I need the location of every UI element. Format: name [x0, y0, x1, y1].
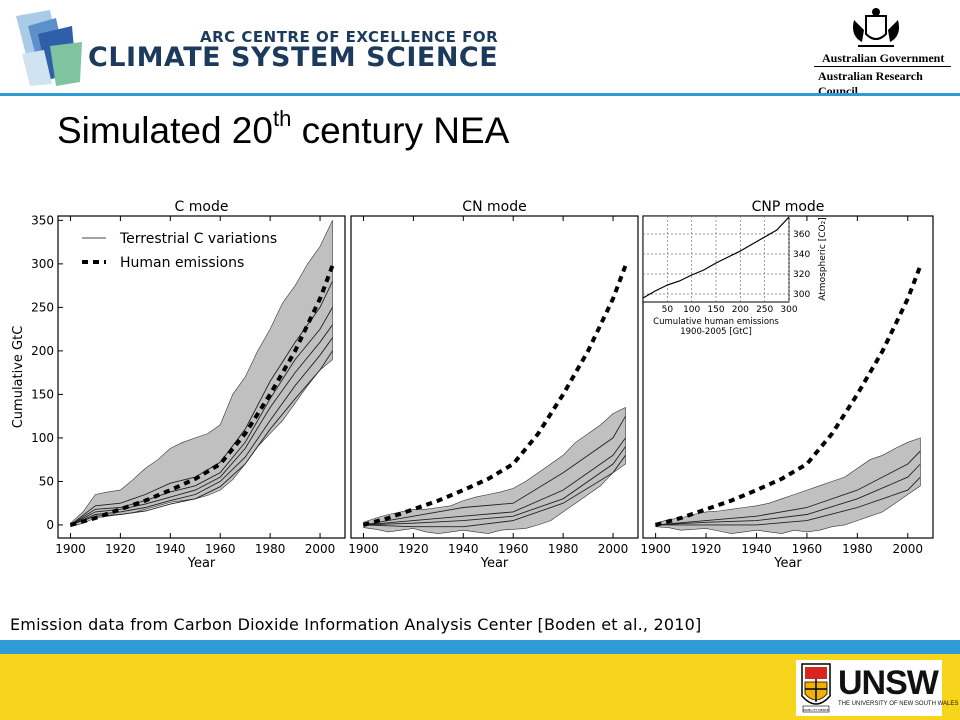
x-tick-label: 1920: [105, 542, 136, 556]
legend-label-terrestrial: Terrestrial C variations: [119, 231, 277, 247]
terrestrial-c-line: [363, 446, 626, 526]
panel-title: C mode: [175, 199, 229, 215]
slide-title-rest: century NEA: [291, 110, 510, 151]
inset-x-tick-label: 200: [732, 305, 749, 315]
inset-x-tick-label: 50: [662, 305, 674, 315]
inset-x-tick-label: 300: [780, 305, 797, 315]
arc-title-line1: ARC CENTRE OF EXCELLENCE FOR: [200, 28, 499, 46]
inset-x-tick-label: 100: [683, 305, 700, 315]
chart-panel-3: 1900 1920 1940 1960 1980 2000 CNP mode Year: [640, 199, 934, 571]
x-tick-label: 1960: [498, 542, 529, 556]
y-tick-label: 300: [31, 257, 54, 271]
inset-x-label-line1: Cumulative human emissions: [653, 317, 779, 327]
x-tick-label: 1920: [398, 542, 429, 556]
inset-y-tick-label: 300: [793, 290, 810, 300]
human-emissions-line: [655, 264, 923, 527]
terrestrial-c-line: [363, 455, 626, 528]
inset-y-tick-label: 340: [793, 250, 810, 260]
inset-chart: 50 100 150 200 250 300 300 320 340 360 Cumulative …: [642, 215, 828, 337]
inset-co2-line: [642, 216, 790, 299]
panel-title: CNP mode: [752, 199, 825, 215]
x-tick-label: 1980: [842, 542, 873, 556]
slide-title-superscript: th: [272, 106, 292, 131]
terrestrial-c-line: [70, 350, 333, 526]
legend-label-human: Human emissions: [120, 255, 244, 271]
y-axis-label: Cumulative GtC: [11, 326, 26, 429]
x-tick-label: 1940: [448, 542, 479, 556]
variation-envelope: [70, 220, 333, 528]
y-tick-label: 350: [31, 213, 54, 227]
x-axis-label: Year: [773, 556, 802, 571]
data-source-caption: Emission data from Carbon Dioxide Inform…: [10, 615, 702, 634]
inset-y-tick-label: 360: [793, 230, 810, 240]
x-tick-label: 1980: [255, 542, 286, 556]
y-tick-label: 150: [31, 387, 54, 401]
x-tick-label: 1900: [55, 542, 86, 556]
x-tick-label: 1900: [640, 542, 671, 556]
terrestrial-c-line: [363, 437, 626, 526]
terrestrial-c-line: [70, 307, 333, 526]
arc-title-line2: CLIMATE SYSTEM SCIENCE: [88, 42, 499, 73]
x-axis-label: Year: [480, 556, 509, 571]
inset-y-label: Atmospheric [CO₂]: [818, 217, 828, 300]
terrestrial-c-line: [363, 415, 626, 526]
x-tick-label: 1960: [205, 542, 236, 556]
unsw-logo-subtext: THE UNIVERSITY OF NEW SOUTH WALES: [838, 701, 959, 707]
footer-blue-band: [0, 640, 960, 654]
inset-y-tick-label: 320: [793, 270, 810, 280]
inset-x-tick-label: 250: [756, 305, 773, 315]
legend: Terrestrial C variations Human emissions: [82, 231, 277, 271]
variation-envelope: [655, 437, 921, 534]
terrestrial-c-line: [655, 463, 921, 526]
nea-figure: 1900 1920 1940 1960 1980 2000 0 50 100 150 200 250 3…: [11, 199, 934, 571]
plot-frame: [350, 215, 639, 539]
terrestrial-c-line: [655, 476, 921, 526]
variation-envelope: [363, 407, 626, 534]
x-tick-label: 2000: [598, 542, 629, 556]
unsw-logo-text: UNSW: [838, 664, 939, 702]
x-tick-label: 1980: [548, 542, 579, 556]
coat-of-arms-icon: [853, 8, 899, 47]
chart-panel-1: 1900 1920 1940 1960 1980 2000 0 50 100 150 200 250 3…: [11, 199, 346, 571]
y-tick-label: 0: [46, 518, 54, 532]
x-tick-label: 2000: [893, 542, 924, 556]
panel-title: CN mode: [462, 199, 526, 215]
human-emissions-line: [362, 264, 628, 527]
y-tick-label: 50: [39, 474, 54, 488]
x-tick-label: 1920: [691, 542, 722, 556]
x-tick-label: 2000: [305, 542, 336, 556]
unsw-shield-icon: MANU ET MENTE: [801, 663, 831, 713]
gov-title: Australian Government: [822, 51, 945, 65]
x-tick-label: 1900: [348, 542, 379, 556]
y-tick-label: 100: [31, 431, 54, 445]
y-tick-label: 200: [31, 344, 54, 358]
x-axis-label: Year: [187, 556, 216, 571]
inset-frame: [642, 215, 790, 303]
x-tick-label: 1940: [741, 542, 772, 556]
chart-panel-2: 1900 1920 1940 1960 1980 2000 CN mode Year: [348, 199, 639, 571]
x-tick-label: 1960: [792, 542, 823, 556]
inset-x-tick-label: 150: [707, 305, 724, 315]
arc-logo-leaves: [16, 10, 82, 86]
plot-frame: [57, 215, 346, 539]
terrestrial-c-line: [655, 450, 921, 526]
inset-x-label-line2: 1900-2005 [GtC]: [680, 327, 752, 337]
slide-title: Simulated 20th century NEA: [57, 106, 510, 152]
slide-title-main: Simulated 20: [57, 110, 273, 151]
gov-divider: [814, 66, 951, 67]
header-divider: [0, 93, 960, 96]
unsw-motto: MANU ET MENTE: [803, 708, 828, 712]
y-tick-label: 250: [31, 300, 54, 314]
human-emissions-line: [69, 264, 335, 527]
x-tick-label: 1940: [155, 542, 186, 556]
